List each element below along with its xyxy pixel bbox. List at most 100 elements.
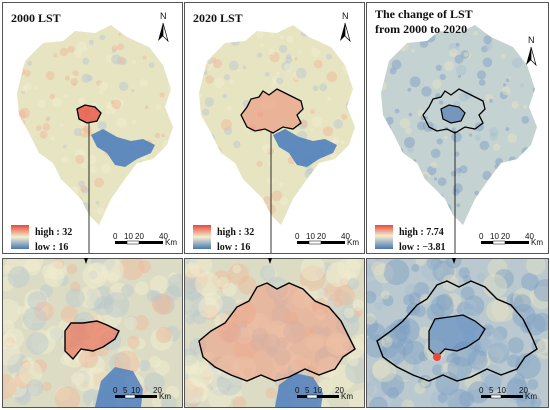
speckle-dot — [534, 171, 537, 180]
speckle-dot — [405, 305, 416, 316]
speckle-dot — [185, 35, 191, 41]
speckle-dot — [408, 292, 422, 305]
speckle-dot — [243, 187, 253, 196]
speckle-dot — [513, 193, 518, 198]
speckle-dot — [476, 272, 486, 283]
map-lst-change: high : 7.74 low : −3.81 0 10 20 40 Km N — [367, 25, 548, 253]
speckle-dot — [507, 354, 521, 368]
speckle-dot — [430, 259, 443, 270]
speckle-dot — [409, 188, 419, 198]
speckle-dot — [340, 54, 345, 59]
speckle-dot — [136, 161, 146, 170]
speckle-dot — [512, 57, 523, 68]
svg-text:Km: Km — [531, 238, 543, 247]
speckle-dot — [436, 293, 453, 311]
speckle-dot — [391, 59, 402, 70]
speckle-dot — [155, 326, 173, 343]
speckle-dot — [185, 90, 191, 99]
speckle-dot — [185, 280, 203, 301]
scale-bar: 0 10 20 40 Km — [479, 232, 543, 247]
speckle-dot — [86, 295, 102, 311]
speckle-dot — [186, 381, 209, 403]
speckle-dot — [16, 305, 26, 315]
speckle-dot — [120, 31, 126, 36]
speckle-dot — [71, 372, 85, 386]
speckle-dot — [185, 291, 206, 317]
speckle-dot — [486, 346, 504, 364]
speckle-dot — [278, 182, 284, 188]
speckle-dot — [270, 84, 275, 88]
speckle-dot — [260, 43, 264, 47]
speckle-dot — [527, 185, 536, 194]
speckle-dot — [185, 385, 203, 407]
speckle-dot — [210, 138, 215, 143]
speckle-dot — [17, 60, 18, 64]
speckle-dot — [205, 75, 214, 84]
map-2020-lst: high : 32 low : 16 0 10 20 40 Km N — [185, 11, 364, 253]
speckle-dot — [367, 108, 372, 115]
speckle-dot — [199, 137, 202, 148]
speckle-dot — [367, 313, 376, 325]
speckle-dot — [54, 211, 58, 215]
speckle-dot — [164, 325, 181, 342]
speckle-dot — [276, 77, 284, 85]
speckle-dot — [187, 259, 197, 267]
speckle-dot — [456, 301, 472, 317]
speckle-dot — [33, 149, 39, 154]
speckle-dot — [267, 160, 273, 167]
speckle-dot — [354, 140, 355, 148]
speckle-dot — [357, 145, 364, 152]
speckle-dot — [222, 282, 237, 297]
speckle-dot — [295, 67, 307, 79]
speckle-dot — [207, 60, 212, 65]
speckle-dot — [148, 163, 157, 172]
speckle-dot — [22, 318, 33, 330]
speckle-dot — [304, 168, 315, 179]
speckle-dot — [65, 288, 85, 308]
urban-boundary-2000 — [76, 104, 102, 124]
speckle-dot — [127, 33, 132, 38]
speckle-dot — [533, 279, 548, 302]
speckle-dot — [106, 110, 110, 115]
speckle-dot — [513, 373, 525, 385]
speckle-dot — [488, 342, 510, 364]
speckle-dot — [500, 53, 506, 59]
speckle-dot — [86, 288, 96, 298]
speckle-dot — [342, 270, 357, 286]
speckle-dot — [3, 265, 11, 275]
speckle-dot — [339, 37, 348, 46]
speckle-dot — [420, 171, 431, 181]
speckle-dot — [80, 122, 85, 126]
speckle-dot — [256, 31, 264, 39]
speckle-dot — [53, 192, 62, 201]
speckle-dot — [59, 123, 64, 127]
speckle-dot — [26, 332, 49, 355]
speckle-dot — [80, 130, 84, 134]
speckle-dot — [478, 79, 486, 86]
speckle-dot — [90, 286, 115, 310]
speckle-dot — [447, 388, 471, 407]
speckle-dot — [439, 73, 446, 81]
speckle-dot — [186, 180, 191, 185]
lst-speckle — [367, 31, 548, 217]
speckle-dot — [444, 61, 455, 71]
speckle-dot — [118, 187, 124, 192]
speckle-dot — [411, 49, 415, 53]
speckle-dot — [207, 134, 215, 142]
speckle-dot — [541, 104, 548, 113]
speckle-dot — [530, 146, 537, 156]
svg-text:0: 0 — [295, 232, 300, 241]
speckle-dot — [503, 161, 509, 167]
speckle-dot — [185, 315, 195, 325]
speckle-dot — [17, 189, 19, 194]
speckle-dot — [164, 183, 173, 193]
speckle-dot — [454, 54, 464, 64]
speckle-dot — [299, 265, 326, 292]
speckle-dot — [163, 139, 173, 150]
speckle-dot — [381, 142, 382, 148]
speckle-dot — [168, 272, 179, 284]
svg-text:Km: Km — [341, 392, 353, 401]
speckle-dot — [190, 382, 210, 403]
speckle-dot — [507, 337, 524, 354]
speckle-dot — [42, 123, 51, 131]
